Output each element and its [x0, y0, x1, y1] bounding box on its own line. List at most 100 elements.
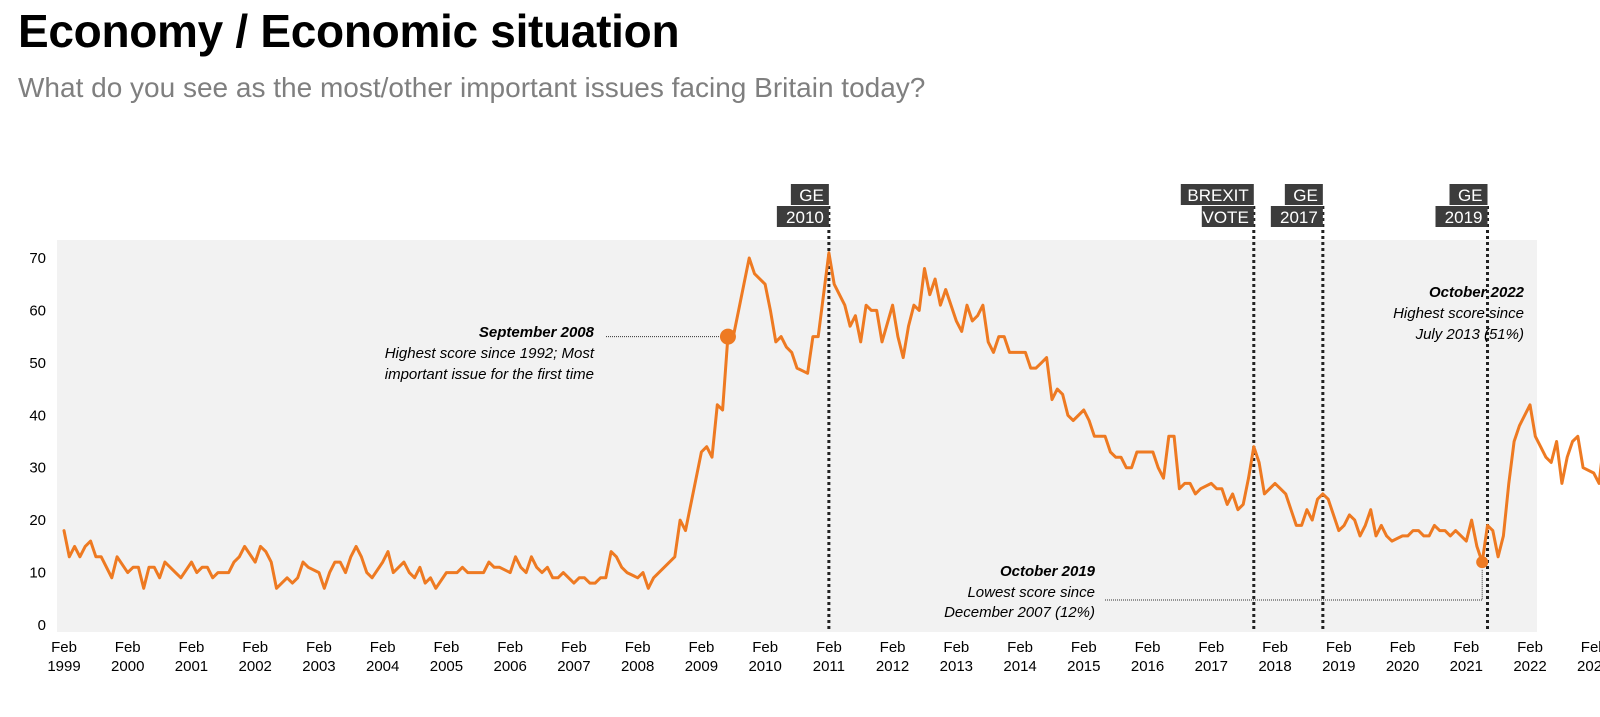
page-subtitle: What do you see as the most/other import…: [18, 72, 926, 103]
annotation-text: important issue for the first time: [385, 366, 594, 383]
x-tick-year: 2007: [557, 658, 590, 675]
x-tick-year: 2000: [111, 658, 144, 675]
annotation-title: October 2019: [1000, 563, 1096, 580]
x-tick-month: Feb: [115, 639, 141, 656]
x-tick-year: 2018: [1258, 658, 1291, 675]
x-tick-label: Feb 2015: [1067, 639, 1100, 675]
annotation-text: Lowest score since: [967, 584, 1095, 601]
x-tick-year: 2021: [1450, 658, 1483, 675]
x-tick-year: 1999: [47, 658, 80, 675]
event-label: VOTE: [1203, 208, 1249, 227]
event-box: [776, 206, 829, 227]
x-tick-month: Feb: [370, 639, 396, 656]
event-label: GE: [799, 186, 824, 205]
annotation-oct-2022: October 2022 Highest score since July 2013…: [1393, 284, 1525, 343]
y-tick-label: 50: [29, 355, 46, 372]
x-tick-month: Feb: [179, 639, 205, 656]
x-tick-year: 2022: [1513, 658, 1546, 675]
x-tick-month: Feb: [497, 639, 523, 656]
x-tick-month: Feb: [1198, 639, 1224, 656]
y-tick-label: 20: [29, 512, 46, 529]
series-line: [62, 251, 1600, 590]
x-tick-month: Feb: [1135, 639, 1161, 656]
x-tick-year: 2016: [1131, 658, 1164, 675]
event-box: [1284, 184, 1323, 205]
x-tick-year: 2015: [1067, 658, 1100, 675]
y-tick-label: 30: [29, 460, 46, 477]
x-tick-label: Feb 1999: [47, 639, 80, 675]
event-label: BREXIT: [1187, 186, 1248, 205]
x-tick-label: Feb 2019: [1322, 639, 1355, 675]
x-tick-label: Feb 2013: [940, 639, 973, 675]
event-label: 2019: [1445, 208, 1483, 227]
annotation-sep-2008: September 2008 Highest score since 1992; …: [385, 324, 736, 383]
x-tick-month: Feb: [561, 639, 587, 656]
x-tick-year: 2017: [1195, 658, 1228, 675]
x-tick-year: 2002: [239, 658, 272, 675]
y-tick-label: 0: [38, 617, 46, 634]
x-tick-month: Feb: [688, 639, 714, 656]
x-tick-label: Feb 2004: [366, 639, 399, 675]
y-tick-label: 10: [29, 565, 46, 582]
event-label: GE: [1293, 186, 1318, 205]
event-label: 2010: [786, 208, 824, 227]
event-box: [1270, 206, 1323, 227]
event-box: [1435, 206, 1488, 227]
x-tick-year: 2014: [1003, 658, 1036, 675]
x-tick-month: Feb: [625, 639, 651, 656]
x-tick-year: 2008: [621, 658, 654, 675]
event-marker: GE 2017: [1270, 184, 1325, 632]
x-tick-label: Feb 2012: [876, 639, 909, 675]
x-tick-label: Feb 2023: [1577, 639, 1600, 675]
x-tick-month: Feb: [816, 639, 842, 656]
x-tick-label: Feb 2017: [1195, 639, 1228, 675]
x-tick-label: Feb 2022: [1513, 639, 1546, 675]
x-tick-year: 2005: [430, 658, 463, 675]
x-tick-month: Feb: [1007, 639, 1033, 656]
x-tick-label: Feb 2002: [239, 639, 272, 675]
x-tick-year: 2004: [366, 658, 399, 675]
x-tick-month: Feb: [943, 639, 969, 656]
annotation-text: July 2013 (51%): [1415, 326, 1524, 343]
x-tick-label: Feb 2010: [748, 639, 781, 675]
x-tick-year: 2009: [685, 658, 718, 675]
annotation-text: Highest score since 1992; Most: [385, 345, 595, 362]
event-box: [1449, 184, 1488, 205]
x-tick-month: Feb: [1517, 639, 1543, 656]
x-tick-label: Feb 2014: [1003, 639, 1036, 675]
x-tick-label: Feb 2016: [1131, 639, 1164, 675]
annotation-text: Highest score since: [1393, 305, 1524, 322]
x-tick-label: Feb 2005: [430, 639, 463, 675]
x-tick-label: Feb 2011: [813, 639, 845, 675]
event-marker: GE 2010: [776, 184, 831, 632]
event-label: 2017: [1280, 208, 1318, 227]
x-tick-label: Feb 2020: [1386, 639, 1419, 675]
event-box: [790, 184, 829, 205]
x-tick-year: 2013: [940, 658, 973, 675]
x-tick-year: 2012: [876, 658, 909, 675]
y-tick-label: 70: [29, 250, 46, 267]
page-title: Economy / Economic situation: [18, 5, 680, 57]
x-tick-month: Feb: [434, 639, 460, 656]
x-tick-label: Feb 2008: [621, 639, 654, 675]
x-tick-label: Feb 2006: [493, 639, 526, 675]
x-tick-year: 2019: [1322, 658, 1355, 675]
x-tick-month: Feb: [1071, 639, 1097, 656]
x-tick-label: Feb 2009: [685, 639, 718, 675]
x-tick-label: Feb 2021: [1450, 639, 1483, 675]
annotation-title: September 2008: [479, 324, 595, 341]
y-tick-label: 60: [29, 302, 46, 319]
x-tick-label: Feb 2000: [111, 639, 144, 675]
plot-background: [57, 240, 1537, 632]
x-tick-month: Feb: [242, 639, 268, 656]
x-tick-label: Feb 2018: [1258, 639, 1291, 675]
x-tick-month: Feb: [51, 639, 77, 656]
x-tick-label: Feb 2001: [175, 639, 208, 675]
x-tick-month: Feb: [1581, 639, 1600, 656]
x-tick-label: Feb 2003: [302, 639, 335, 675]
x-tick-month: Feb: [1262, 639, 1288, 656]
x-tick-year: 2010: [748, 658, 781, 675]
x-tick-month: Feb: [752, 639, 778, 656]
annotation-title: October 2022: [1429, 284, 1525, 301]
event-label: GE: [1458, 186, 1483, 205]
